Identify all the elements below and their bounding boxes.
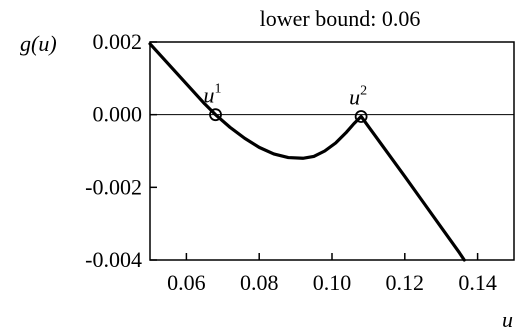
y-tick-label: 0.000 [93,102,143,127]
y-tick-label: -0.002 [85,174,142,199]
x-tick-label: 0.10 [313,270,352,295]
y-tick-label: 0.002 [93,29,143,54]
x-axis-label: u [502,307,513,331]
point-label: u2 [349,83,367,109]
x-tick-label: 0.12 [386,270,425,295]
x-tick-label: 0.14 [458,270,497,295]
y-ticks: 0.002 0.000 -0.002 -0.004 [85,29,157,272]
chart-title: lower bound: 0.06 [260,6,421,31]
point-label-superscript: 1 [215,82,222,97]
y-tick-label: -0.004 [85,247,142,272]
plot-frame [149,41,515,261]
point-marker [354,110,368,123]
point-marker [209,108,222,122]
y-axis-label: g(u) [20,31,57,56]
x-ticks: 0.06 0.08 0.10 0.12 0.14 [167,253,497,295]
marked-points: u1 u2 [204,82,368,123]
point-label: u1 [204,82,222,108]
point-label-superscript: 2 [360,83,367,98]
x-tick-label: 0.06 [167,270,206,295]
x-tick-label: 0.08 [240,270,279,295]
series-line [148,42,466,262]
